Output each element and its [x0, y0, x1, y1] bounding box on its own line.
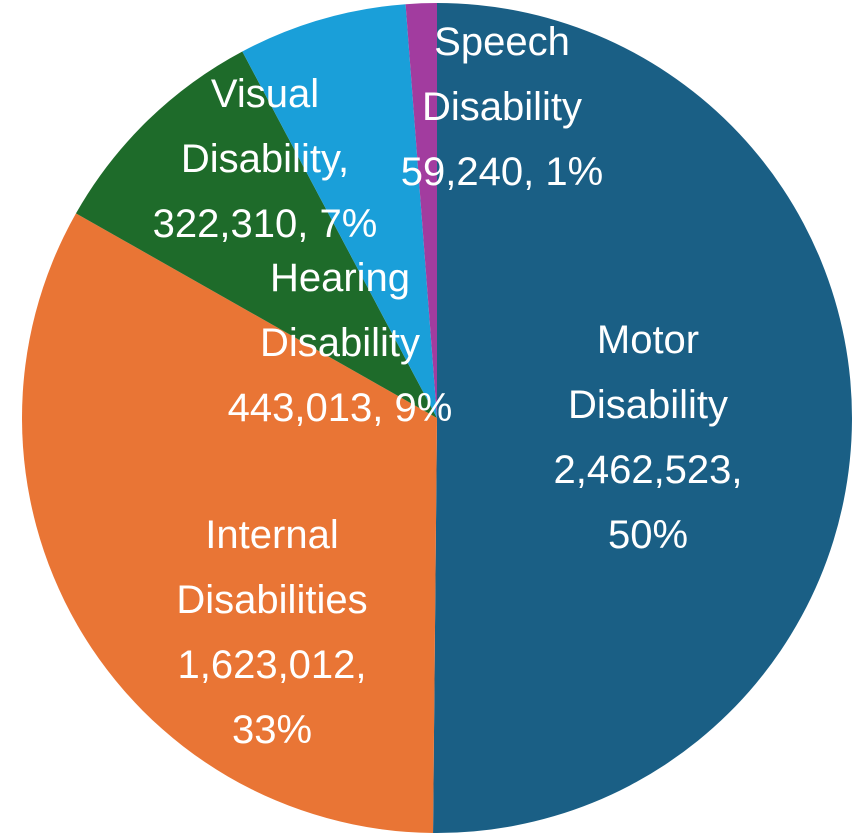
slice-value: 59,240, 1% [400, 150, 604, 194]
slice-value: 1,623,012, 33% [177, 643, 367, 752]
slice-name: Hearing Disability [259, 256, 421, 365]
slice-value: 322,310, 7% [152, 202, 378, 246]
slice-name: Internal Disabilities [176, 513, 368, 622]
slice-name: Motor Disability [567, 318, 729, 427]
slice-label: Speech Disability 59,240, 1% [377, 10, 627, 205]
pie-slice [433, 3, 852, 833]
slice-name: Speech Disability [421, 20, 583, 129]
slice-value: 2,462,523, 50% [553, 448, 743, 557]
pie-slice [22, 213, 437, 833]
slice-label: Internal Disabilities 1,623,012, 33% [152, 503, 392, 763]
pie-slice [242, 4, 437, 419]
slice-label: Visual Disability, 322,310, 7% [130, 62, 400, 257]
pie-slice [75, 51, 437, 419]
pie-slice [405, 3, 437, 418]
slice-name: Visual Disability, [180, 72, 350, 181]
slice-value: 443,013, 9% [227, 386, 453, 430]
slice-label: Hearing Disability 443,013, 9% [205, 246, 475, 441]
slice-label: Motor Disability 2,462,523, 50% [533, 308, 763, 568]
